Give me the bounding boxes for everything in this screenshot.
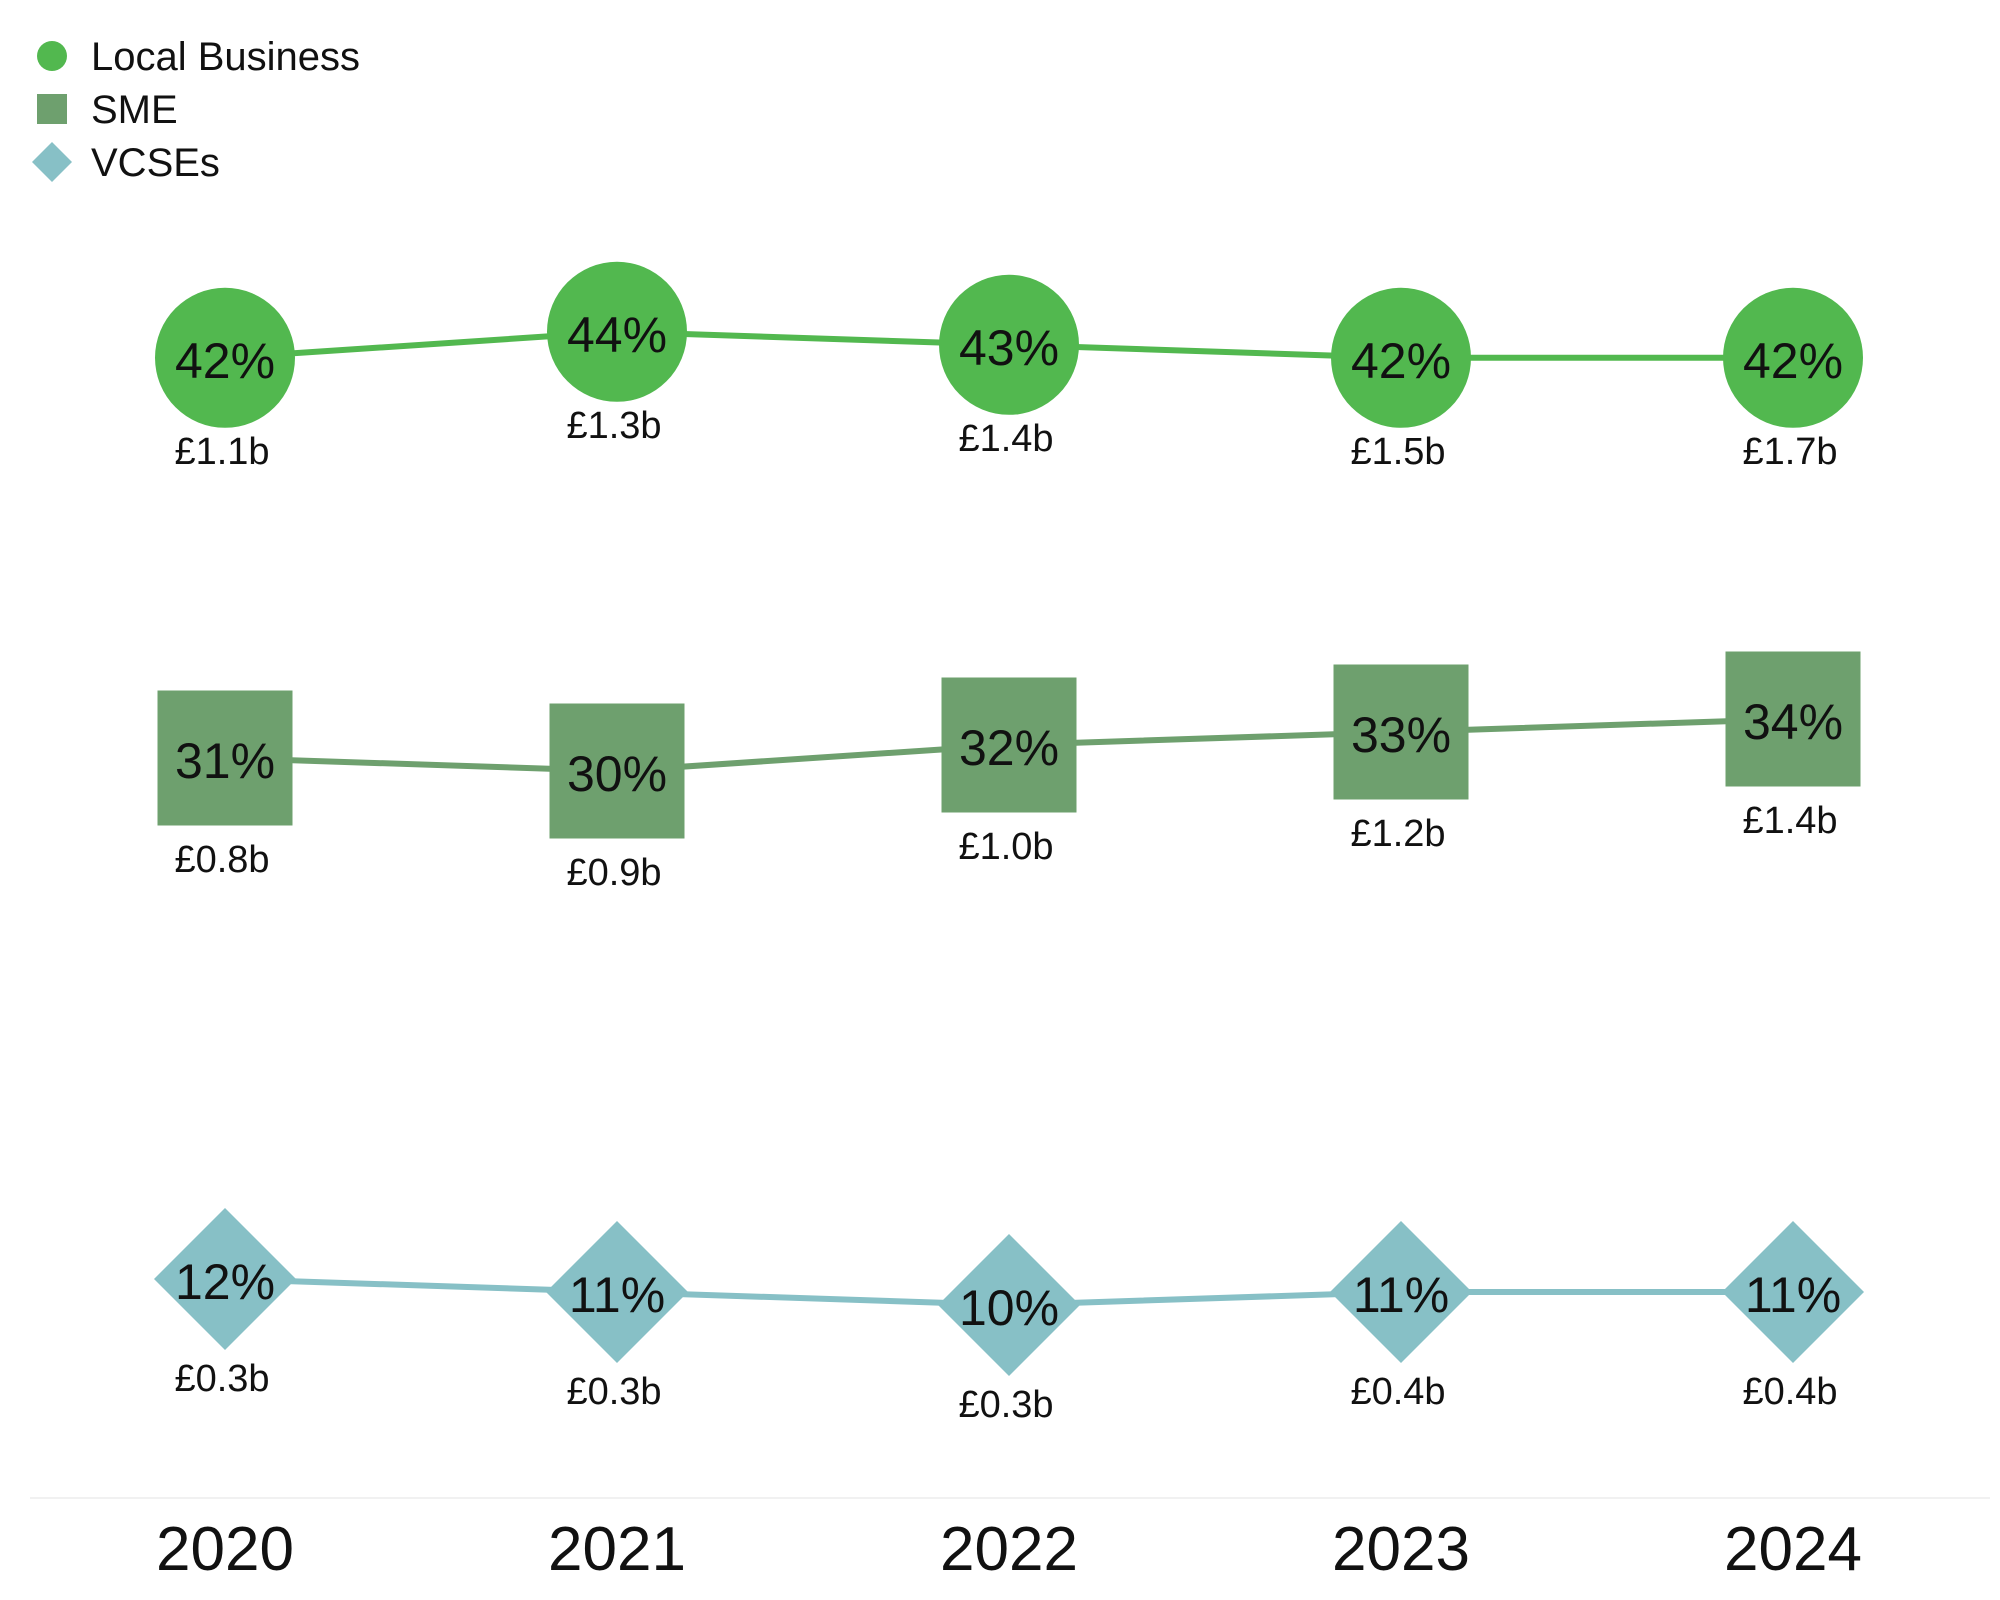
series-local-business: 42% £1.1b 44% £1.3b 43% £1.4b 42% £1.5b 42% £1.7b <box>155 261 1863 473</box>
data-point: 42% £1.1b <box>155 287 295 473</box>
x-tick-label: 2023 <box>1332 1515 1470 1584</box>
series-layer: 42% £1.1b 44% £1.3b 43% £1.4b 42% £1.5b 42% £1.7b… <box>154 261 1864 1426</box>
point-marker-local-business <box>1723 287 1863 428</box>
percent-label: 11% <box>569 1267 665 1323</box>
amount-label: £1.1b <box>174 431 269 473</box>
data-point: 30% £0.9b <box>549 703 685 894</box>
data-point: 11% £0.4b <box>1330 1221 1472 1413</box>
percent-label: 31% <box>175 733 275 789</box>
amount-label: £0.4b <box>1742 1371 1837 1413</box>
legend-label: Local Business <box>91 35 360 79</box>
percent-label: 12% <box>175 1254 275 1310</box>
amount-label: £0.3b <box>958 1384 1053 1426</box>
amount-label: £1.3b <box>566 405 661 447</box>
data-point: 31% £0.8b <box>157 690 293 881</box>
point-marker-local-business <box>155 287 295 428</box>
percent-label: 10% <box>959 1280 1059 1336</box>
legend-marker-vcses <box>32 142 72 182</box>
point-marker-vcses <box>1722 1221 1864 1363</box>
legend: Local Business SME VCSEs <box>32 35 360 185</box>
data-point: 34% £1.4b <box>1725 651 1861 842</box>
point-marker-vcses <box>1330 1221 1472 1363</box>
amount-label: £0.4b <box>1350 1371 1445 1413</box>
amount-label: £1.5b <box>1350 431 1445 473</box>
percent-label: 42% <box>1351 333 1451 389</box>
point-marker-vcses <box>938 1234 1080 1376</box>
legend-marker-sme <box>37 94 67 124</box>
data-point: 10% £0.3b <box>938 1234 1080 1426</box>
x-tick-label: 2024 <box>1724 1515 1862 1584</box>
data-point: 11% £0.4b <box>1722 1221 1864 1413</box>
x-tick-label: 2020 <box>156 1515 294 1584</box>
percent-label: 32% <box>959 720 1059 776</box>
data-point: 43% £1.4b <box>939 274 1079 460</box>
amount-label: £0.3b <box>174 1358 269 1400</box>
percent-label: 11% <box>1353 1267 1449 1323</box>
percent-label: 11% <box>1745 1267 1841 1323</box>
point-marker-local-business <box>939 274 1079 415</box>
legend-item-vcses: VCSEs <box>32 141 220 185</box>
legend-item-sme: SME <box>37 88 178 132</box>
point-marker-sme <box>1333 664 1469 800</box>
amount-label: £0.3b <box>566 1371 661 1413</box>
percent-label: 33% <box>1351 707 1451 763</box>
point-marker-sme <box>941 677 1077 813</box>
amount-label: £1.4b <box>1742 800 1837 842</box>
point-marker-sme <box>549 703 685 839</box>
amount-label: £0.8b <box>174 839 269 881</box>
data-point: 42% £1.7b <box>1723 287 1863 473</box>
point-marker-vcses <box>546 1221 688 1363</box>
x-axis: 2020 2021 2022 2023 2024 <box>30 1497 1990 1584</box>
amount-label: £1.4b <box>958 418 1053 460</box>
legend-item-local-business: Local Business <box>37 35 360 79</box>
percent-label: 42% <box>1743 333 1843 389</box>
legend-marker-local-business <box>37 41 67 71</box>
amount-label: £0.9b <box>566 852 661 894</box>
data-point: 32% £1.0b <box>941 677 1077 868</box>
x-tick-label: 2022 <box>940 1515 1078 1584</box>
series-vcses: 12% £0.3b 11% £0.3b 10% £0.3b 11% £0.4b 11% £0.4b <box>154 1208 1864 1426</box>
legend-label: VCSEs <box>91 141 220 185</box>
amount-label: £1.7b <box>1742 431 1837 473</box>
percent-label: 42% <box>175 333 275 389</box>
percent-label: 34% <box>1743 694 1843 750</box>
amount-label: £1.2b <box>1350 813 1445 855</box>
point-marker-vcses <box>154 1208 296 1350</box>
data-point: 33% £1.2b <box>1333 664 1469 855</box>
percent-label: 43% <box>959 320 1059 376</box>
series-sme: 31% £0.8b 30% £0.9b 32% £1.0b 33% £1.2b 34% £1.4b <box>157 651 1861 894</box>
data-point: 44% £1.3b <box>547 261 687 447</box>
point-marker-local-business <box>547 261 687 402</box>
point-marker-local-business <box>1331 287 1471 428</box>
data-point: 42% £1.5b <box>1331 287 1471 473</box>
amount-label: £1.0b <box>958 826 1053 868</box>
legend-label: SME <box>91 88 178 132</box>
data-point: 11% £0.3b <box>546 1221 688 1413</box>
data-point: 12% £0.3b <box>154 1208 296 1400</box>
point-marker-sme <box>157 690 293 826</box>
percent-label: 44% <box>567 307 667 363</box>
x-tick-label: 2021 <box>548 1515 686 1584</box>
point-marker-sme <box>1725 651 1861 787</box>
percent-label: 30% <box>567 746 667 802</box>
